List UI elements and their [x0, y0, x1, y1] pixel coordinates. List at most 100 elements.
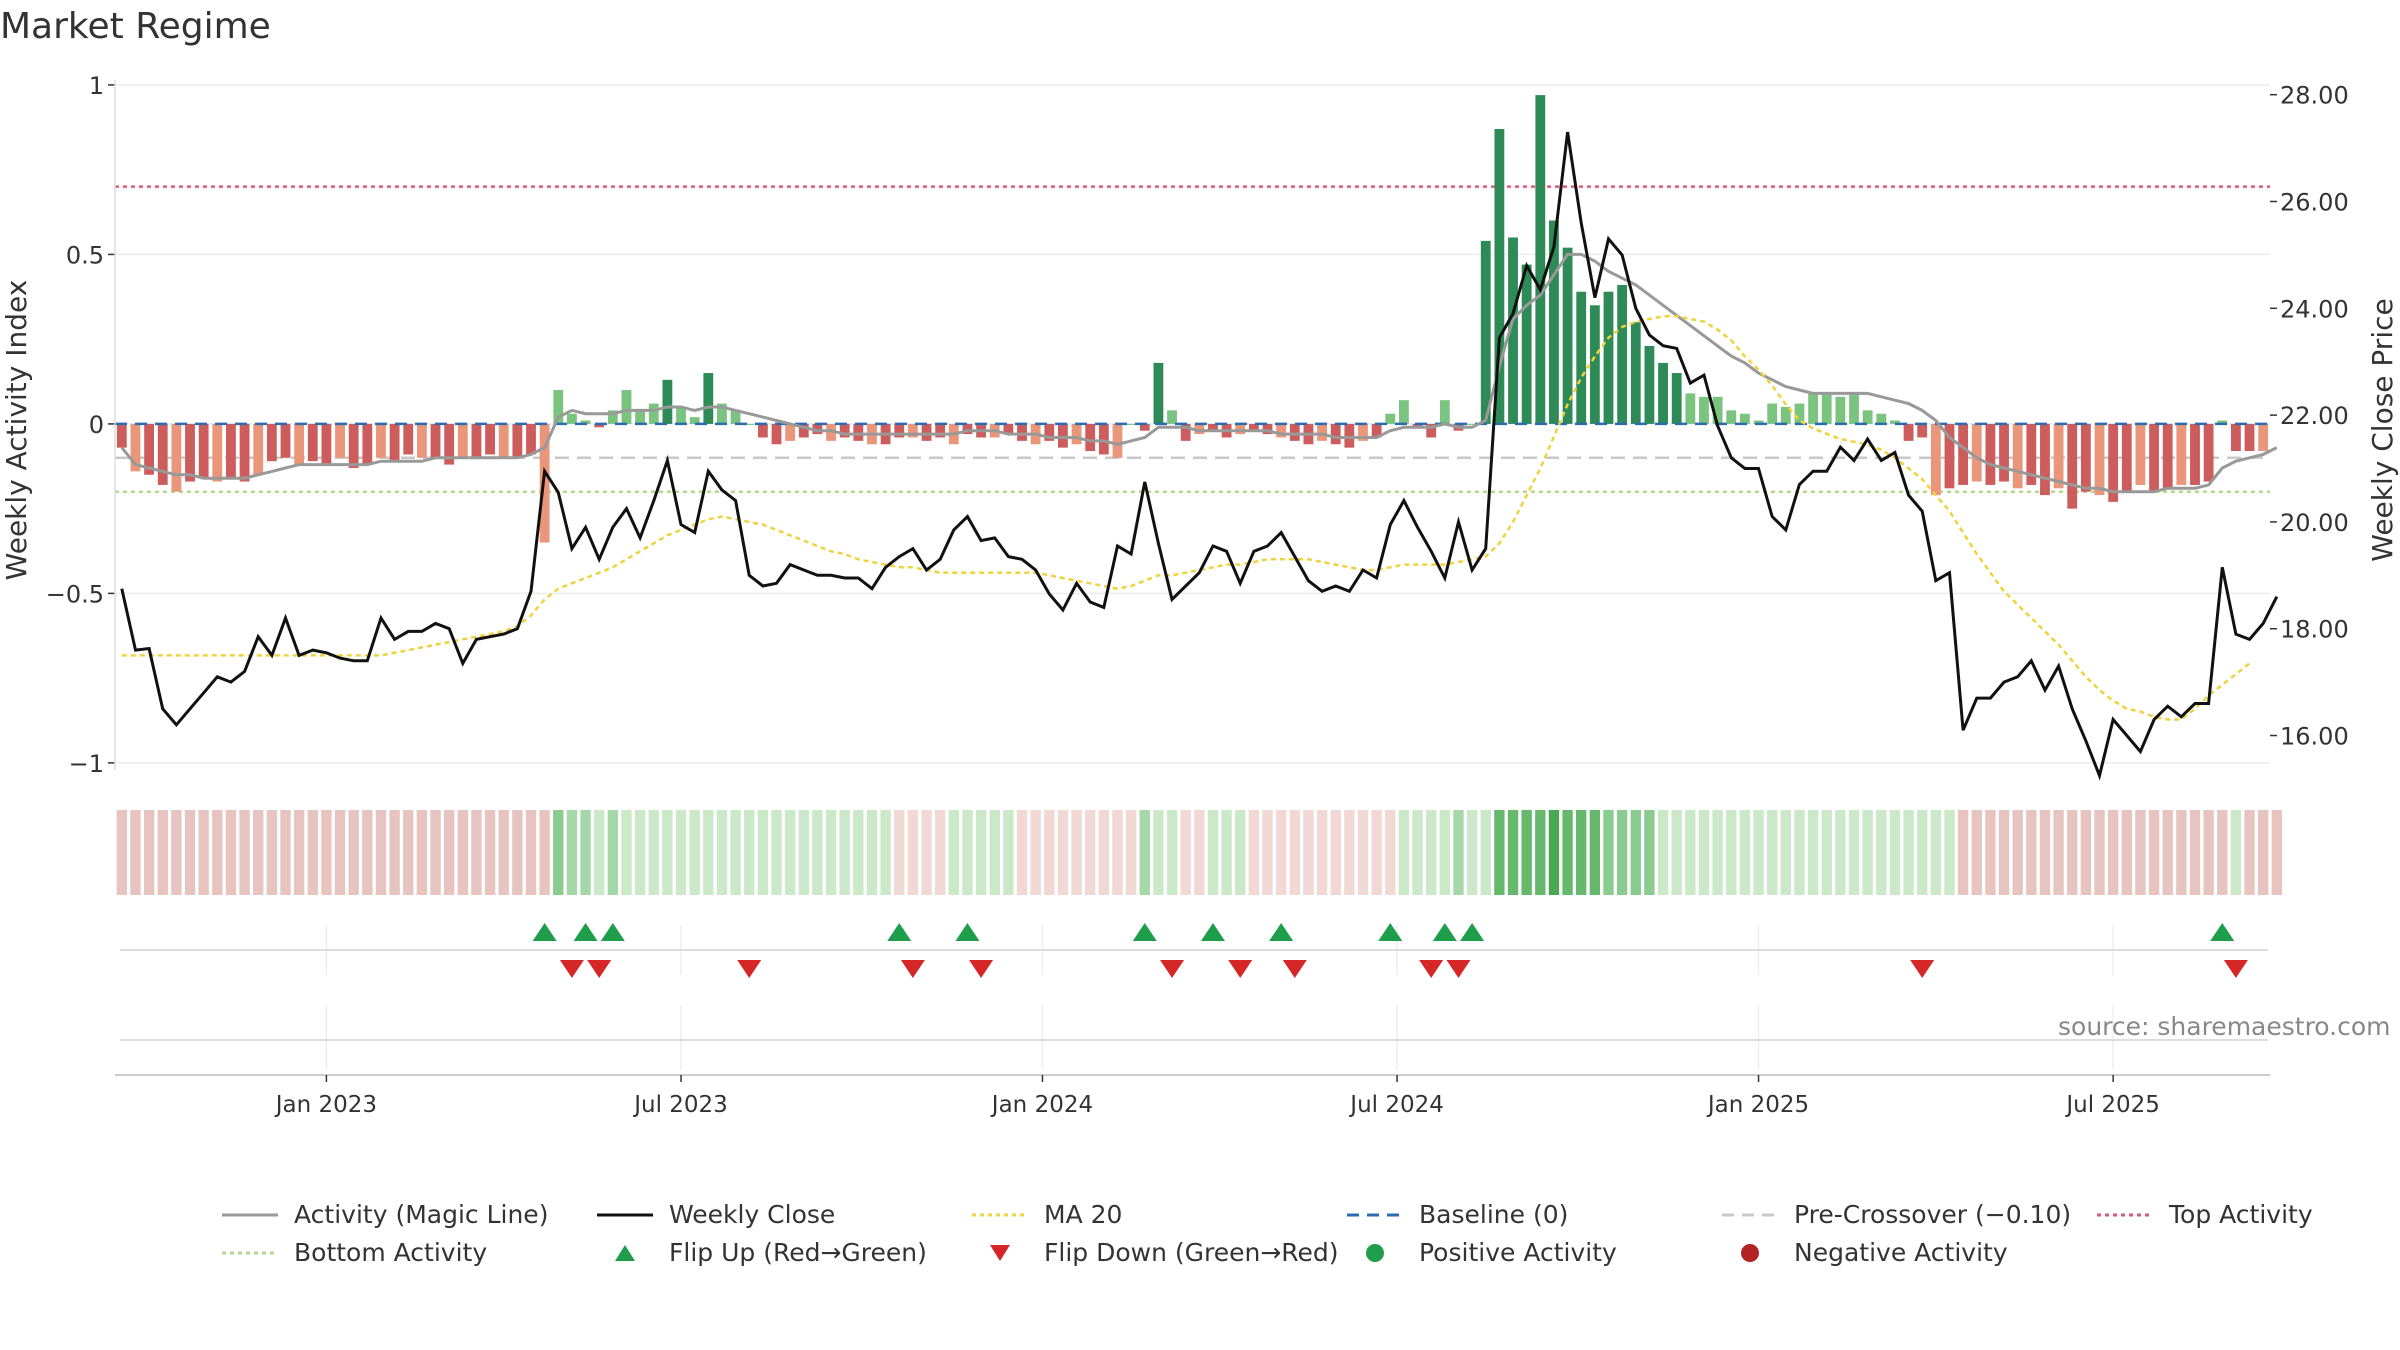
activity-bar — [416, 423, 427, 458]
regime-strip-cell — [1753, 810, 1764, 895]
activity-bar — [212, 423, 223, 482]
flip-down-marker — [1446, 960, 1471, 978]
regime-strip-cell — [894, 810, 905, 895]
right-axis-label: Weekly Close Price — [2366, 298, 2399, 561]
regime-strip-cell — [2230, 810, 2242, 895]
activity-bar — [2203, 423, 2214, 482]
regime-strip-cell — [484, 810, 496, 895]
regime-strip-cell — [1985, 810, 1996, 895]
activity-bar — [1276, 423, 1287, 438]
activity-bar — [1017, 423, 1027, 441]
activity-bar — [1248, 423, 1259, 431]
activity-bar — [921, 423, 932, 441]
regime-strip-cell — [1576, 810, 1587, 895]
activity-bar — [1412, 423, 1423, 428]
legend-item: Positive Activity — [1345, 1238, 1617, 1267]
activity-bar — [2135, 423, 2146, 485]
activity-bar — [607, 410, 618, 424]
regime-strip-cell — [1535, 810, 1546, 895]
activity-bar — [485, 423, 495, 455]
activity-bar — [2053, 423, 2064, 489]
activity-bar — [826, 423, 836, 441]
x-tick-label: Jan 2023 — [274, 1092, 377, 1118]
activity-bar — [1330, 423, 1341, 445]
activity-bar — [2121, 423, 2132, 492]
regime-strip-cell — [334, 810, 346, 895]
regime-strip-cell — [1521, 810, 1532, 895]
activity-bar — [621, 390, 632, 424]
left-tick-label: −1 — [69, 750, 104, 778]
regime-strip-cell — [1385, 810, 1396, 895]
activity-bar — [1003, 423, 1014, 435]
activity-bar — [580, 420, 591, 424]
activity-bar — [376, 423, 386, 458]
right-tick-label: 20.00 — [2280, 509, 2349, 537]
regime-strip-cell — [321, 810, 332, 895]
legend-swatch — [1722, 1213, 1778, 1216]
activity-bar — [1289, 423, 1300, 441]
regime-strip-cell — [1426, 810, 1437, 895]
legend-label: Negative Activity — [1794, 1238, 2008, 1267]
regime-strip-cell — [362, 810, 373, 895]
regime-strip-cell — [594, 810, 605, 895]
flip-down-marker — [1228, 960, 1253, 978]
activity-bar — [1480, 240, 1491, 424]
regime-strip-cell — [293, 810, 305, 895]
activity-bar — [1494, 129, 1505, 424]
regime-strip-cell — [675, 810, 687, 895]
legend-swatch — [1741, 1243, 1759, 1262]
right-tick-label: 26.00 — [2280, 189, 2349, 217]
activity-bar — [2190, 423, 2200, 485]
flip-up-marker — [573, 923, 598, 941]
regime-strip-cell — [825, 810, 837, 895]
activity-bar — [403, 423, 414, 455]
regime-strip-cell — [280, 810, 291, 895]
regime-strip-cell — [1330, 810, 1341, 895]
regime-strip-cell — [539, 810, 550, 895]
regime-strip-cell — [744, 810, 755, 895]
regime-strip-cell — [1480, 810, 1491, 895]
legend-label: Top Activity — [2169, 1200, 2313, 1229]
activity-bar — [1262, 423, 1273, 435]
activity-bar — [2176, 423, 2187, 485]
regime-strip-cell — [375, 810, 387, 895]
activity-bar — [1835, 396, 1846, 424]
activity-bar — [253, 423, 264, 475]
activity-bar — [1385, 413, 1396, 424]
activity-bar — [812, 423, 823, 435]
activity-bar — [266, 423, 277, 462]
activity-bar — [471, 423, 482, 458]
regime-strip-cell — [1057, 810, 1069, 895]
activity-bar — [144, 423, 155, 475]
activity-bar — [1098, 423, 1109, 455]
activity-bar — [1726, 410, 1737, 424]
activity-bar — [1358, 423, 1368, 441]
regime-strip-cell — [771, 810, 782, 895]
regime-strip-cell — [1998, 810, 2010, 895]
flip-up-marker — [1378, 923, 1403, 941]
flip-up-marker — [1269, 923, 1294, 941]
source-note: source: sharemaestro.com — [2058, 1012, 2391, 1041]
regime-strip-cell — [348, 810, 359, 895]
flip-down-marker — [1419, 960, 1444, 978]
regime-strip-cell — [266, 810, 278, 895]
regime-strip-cell — [1207, 810, 1219, 895]
regime-strip-cell — [1780, 810, 1791, 895]
regime-strip-cell — [1316, 810, 1328, 895]
regime-strip-cell — [2080, 810, 2092, 895]
regime-strip-cell — [2257, 810, 2269, 895]
regime-strip-cell — [1971, 810, 1982, 895]
activity-bar — [2162, 423, 2173, 489]
regime-strip-cell — [1194, 810, 1205, 895]
flip-down-marker — [2223, 960, 2248, 978]
activity-bar — [526, 423, 536, 455]
left-tick-label: 0.5 — [66, 241, 104, 269]
activity-bar — [567, 413, 577, 424]
regime-strip-cell — [2039, 810, 2051, 895]
legend-label: Baseline (0) — [1419, 1200, 1569, 1229]
legend-label: Weekly Close — [669, 1200, 836, 1229]
regime-strip-cell — [1166, 810, 1178, 895]
regime-strip-cell — [1685, 810, 1696, 895]
flip-up-marker — [2210, 923, 2235, 941]
left-tick-label: 1 — [89, 72, 104, 100]
